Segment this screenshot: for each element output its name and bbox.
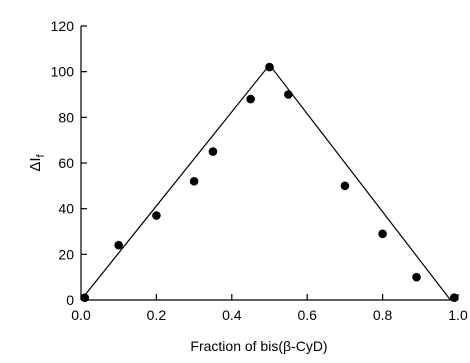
x-tick-label: 0.6 [297, 307, 317, 323]
data-point [152, 211, 161, 220]
data-point [340, 181, 350, 191]
y-tick-label: 20 [58, 246, 74, 262]
y-axis-label: ΔIf [27, 153, 47, 171]
x-ticks: 0.0 0.2 0.4 0.6 0.8 1.0 [71, 294, 468, 323]
data-point [449, 293, 459, 303]
x-tick-label: 1.0 [448, 307, 468, 323]
y-tick-label: 0 [66, 292, 74, 308]
x-tick-label: 0.8 [373, 307, 393, 323]
data-point [208, 147, 218, 156]
data-point [284, 90, 293, 99]
x-axis-label: Fraction of bis(β-CyD) [190, 338, 327, 354]
data-point [80, 293, 90, 303]
x-tick-label: 0.4 [222, 307, 242, 323]
fit-line [80, 64, 270, 301]
y-tick-label: 60 [58, 155, 74, 171]
data-point [412, 272, 421, 282]
fit-lines [80, 64, 451, 301]
y-tick-label: 100 [51, 64, 75, 80]
y-tick-label: 40 [58, 201, 74, 217]
y-tick-label: 80 [58, 109, 74, 125]
x-tick-label: 0.2 [147, 307, 167, 323]
data-point [246, 94, 255, 104]
y-tick-label: 120 [51, 18, 75, 34]
x-tick-label: 0.0 [71, 307, 91, 323]
data-point [114, 240, 123, 250]
y-axis-label-main: ΔI [27, 157, 44, 171]
data-point [265, 62, 274, 72]
y-ticks: 0 20 40 60 80 100 120 [51, 18, 87, 308]
y-axis-label-sub: f [35, 153, 47, 157]
data-points [80, 62, 459, 303]
fit-line [269, 64, 451, 301]
data-point [189, 176, 199, 186]
data-point [378, 229, 387, 239]
